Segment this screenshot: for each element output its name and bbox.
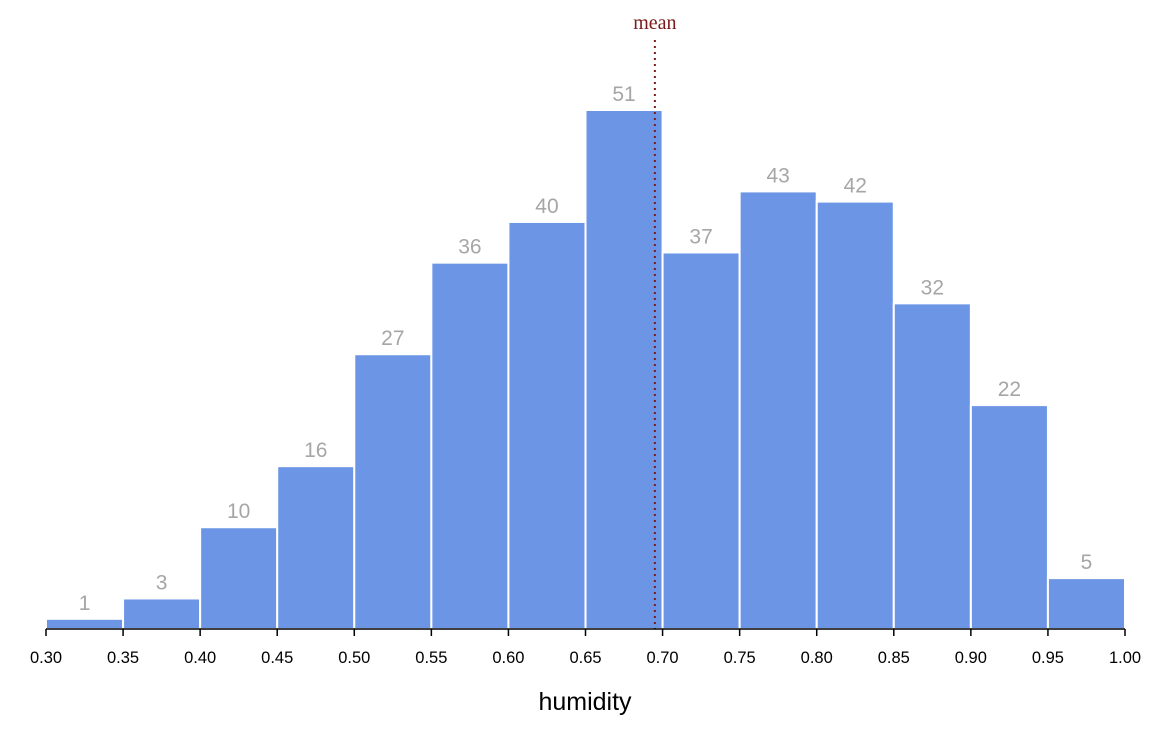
bars-group	[45, 109, 1127, 631]
x-tick-label: 0.95	[1032, 649, 1064, 667]
bar-count-label: 40	[535, 195, 558, 218]
bar-count-label: 27	[381, 327, 404, 350]
bar-count-label: 36	[458, 236, 481, 259]
bar-count-label: 42	[844, 175, 867, 198]
x-tick-label: 0.40	[184, 649, 216, 667]
bar-count-label: 1	[79, 592, 91, 615]
bar-count-label: 5	[1081, 551, 1093, 574]
x-tick-label: 0.50	[338, 649, 370, 667]
histogram-bar	[353, 353, 433, 630]
x-tick-label: 0.45	[261, 649, 293, 667]
histogram-bar	[661, 251, 741, 630]
bar-count-label: 32	[921, 276, 944, 299]
x-axis: 0.30 0.35 0.40 0.45 0.50 0.55 0.60 0.65 0.70 0.75…	[30, 628, 1141, 667]
x-tick-label: 0.65	[569, 649, 601, 667]
histogram-bar	[199, 526, 279, 630]
bar-count-label: 3	[156, 571, 168, 594]
bar-count-label: 51	[612, 83, 635, 106]
histogram-bar	[276, 465, 356, 631]
histogram-bar	[815, 200, 895, 631]
x-tick-label: 1.00	[1109, 649, 1141, 667]
histogram-bar	[507, 220, 587, 631]
histogram-bar	[969, 404, 1049, 630]
histogram-bar	[122, 597, 202, 630]
bar-count-label: 22	[998, 378, 1021, 401]
x-tick-label: 0.90	[955, 649, 987, 667]
x-tick-label: 0.75	[724, 649, 756, 667]
count-labels-group: 1 3 10 16 27 36 40 51 37 43 42 32 22 5	[79, 83, 1093, 615]
histogram-bar	[584, 109, 664, 630]
x-axis-title: humidity	[538, 688, 632, 716]
bar-count-label: 37	[689, 225, 712, 248]
bar-count-label: 43	[766, 164, 789, 187]
x-tick-label: 0.55	[415, 649, 447, 667]
histogram-bar	[892, 302, 972, 630]
x-tick-label: 0.60	[492, 649, 524, 667]
histogram-bar	[45, 617, 125, 631]
bar-count-label: 16	[304, 439, 327, 462]
histogram-bar	[738, 190, 818, 630]
histogram-bar	[430, 261, 510, 630]
mean-marker-group: mean	[633, 12, 677, 629]
x-tick-label: 0.35	[107, 649, 139, 667]
x-tick-label: 0.30	[30, 649, 62, 667]
x-tick-label: 0.70	[647, 649, 679, 667]
mean-label: mean	[633, 12, 676, 34]
histogram-bar	[1046, 577, 1127, 631]
x-tick-label: 0.85	[878, 649, 910, 667]
bar-count-label: 10	[227, 500, 250, 523]
x-tick-label: 0.80	[801, 649, 833, 667]
